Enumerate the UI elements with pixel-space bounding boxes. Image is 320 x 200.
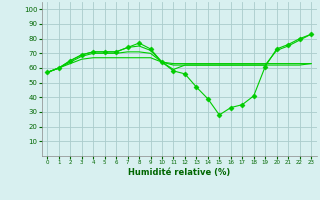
- X-axis label: Humidité relative (%): Humidité relative (%): [128, 168, 230, 177]
